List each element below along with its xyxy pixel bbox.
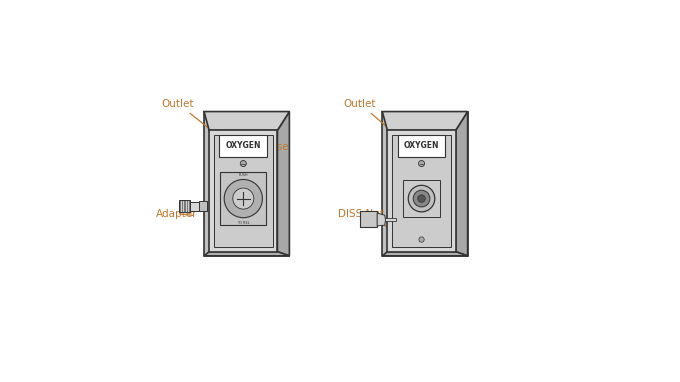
Polygon shape <box>204 112 290 256</box>
Polygon shape <box>385 218 396 221</box>
Bar <box>220 172 267 225</box>
Polygon shape <box>377 213 386 226</box>
Polygon shape <box>204 112 290 130</box>
Polygon shape <box>388 130 456 252</box>
Bar <box>398 135 445 157</box>
Bar <box>403 180 440 217</box>
Polygon shape <box>204 252 290 256</box>
Circle shape <box>418 160 424 167</box>
Circle shape <box>224 180 262 218</box>
Polygon shape <box>456 112 468 256</box>
Bar <box>214 135 273 247</box>
Circle shape <box>418 195 425 202</box>
Text: Outlet: Outlet <box>344 99 404 142</box>
Polygon shape <box>382 252 468 256</box>
Circle shape <box>233 188 254 209</box>
Bar <box>199 201 207 211</box>
Polygon shape <box>382 112 468 256</box>
Text: PUSH: PUSH <box>239 173 248 176</box>
Bar <box>220 135 267 157</box>
Text: OXYGEN: OXYGEN <box>226 141 261 150</box>
Text: TO REL: TO REL <box>237 220 250 225</box>
Text: OXYGEN: OXYGEN <box>404 141 439 150</box>
Text: Release: Release <box>248 142 289 168</box>
Circle shape <box>419 237 424 242</box>
Polygon shape <box>179 200 190 212</box>
Polygon shape <box>190 202 207 211</box>
Polygon shape <box>382 112 468 130</box>
Text: Adapter: Adapter <box>156 209 198 219</box>
Polygon shape <box>360 212 377 227</box>
Polygon shape <box>277 112 290 256</box>
Circle shape <box>240 160 246 167</box>
Bar <box>392 135 451 247</box>
Circle shape <box>408 185 435 212</box>
Circle shape <box>413 190 430 207</box>
Text: DISS Nut: DISS Nut <box>338 209 389 228</box>
Text: Outlet: Outlet <box>162 99 226 142</box>
Polygon shape <box>209 130 277 252</box>
